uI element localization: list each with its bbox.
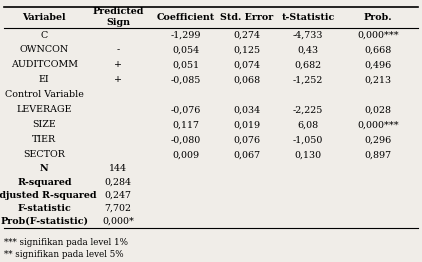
Text: 0,897: 0,897 [364, 150, 391, 160]
Text: R-squared: R-squared [17, 178, 72, 187]
Text: 0,213: 0,213 [364, 75, 391, 84]
Text: F-statistic: F-statistic [17, 204, 71, 213]
Text: 0,496: 0,496 [364, 61, 391, 69]
Text: AUDITCOMM: AUDITCOMM [11, 61, 78, 69]
Text: 7,702: 7,702 [105, 204, 132, 213]
Text: -0,076: -0,076 [170, 106, 201, 114]
Text: 0,000***: 0,000*** [357, 121, 398, 129]
Text: -: - [116, 46, 120, 54]
Text: 0,074: 0,074 [233, 61, 260, 69]
Text: 0,668: 0,668 [364, 46, 391, 54]
Text: TIER: TIER [32, 135, 57, 144]
Text: SIZE: SIZE [32, 121, 56, 129]
Text: 0,125: 0,125 [233, 46, 260, 54]
Text: 0,682: 0,682 [295, 61, 322, 69]
Text: Variabel: Variabel [22, 13, 66, 21]
Text: 0,068: 0,068 [233, 75, 260, 84]
Text: Prob.: Prob. [363, 13, 392, 21]
Text: Adjusted R-squared: Adjusted R-squared [0, 191, 97, 200]
Text: -2,225: -2,225 [293, 106, 323, 114]
Text: 0,034: 0,034 [233, 106, 260, 114]
Text: OWNCON: OWNCON [20, 46, 69, 54]
Text: 0,274: 0,274 [233, 30, 260, 40]
Text: +: + [114, 61, 122, 69]
Text: 0,284: 0,284 [105, 178, 132, 187]
Text: LEVERAGE: LEVERAGE [16, 106, 72, 114]
Text: 6,08: 6,08 [298, 121, 319, 129]
Text: 0,247: 0,247 [105, 191, 132, 200]
Text: 144: 144 [109, 165, 127, 173]
Text: 0,051: 0,051 [172, 61, 199, 69]
Text: t-Statistic: t-Statistic [281, 13, 335, 21]
Text: SECTOR: SECTOR [23, 150, 65, 160]
Text: Coefficient: Coefficient [157, 13, 215, 21]
Text: Predicted
Sign: Predicted Sign [92, 7, 144, 27]
Text: 0,067: 0,067 [233, 150, 260, 160]
Text: Prob(F-statistic): Prob(F-statistic) [0, 217, 88, 226]
Text: EI: EI [39, 75, 50, 84]
Text: +: + [114, 75, 122, 84]
Text: 0,000*: 0,000* [102, 217, 134, 226]
Text: -0,085: -0,085 [170, 75, 201, 84]
Text: 0,296: 0,296 [364, 135, 391, 144]
Text: C: C [41, 30, 48, 40]
Text: Std. Error: Std. Error [220, 13, 273, 21]
Text: N: N [40, 165, 49, 173]
Text: 0,028: 0,028 [364, 106, 391, 114]
Text: 0,076: 0,076 [233, 135, 260, 144]
Text: 0,130: 0,130 [295, 150, 322, 160]
Text: -1,252: -1,252 [293, 75, 323, 84]
Text: Control Variable: Control Variable [5, 90, 84, 100]
Text: -1,050: -1,050 [293, 135, 323, 144]
Text: 0,43: 0,43 [298, 46, 319, 54]
Text: 0,019: 0,019 [233, 121, 260, 129]
Text: -4,733: -4,733 [293, 30, 323, 40]
Text: -0,080: -0,080 [170, 135, 201, 144]
Text: 0,000***: 0,000*** [357, 30, 398, 40]
Text: 0,009: 0,009 [172, 150, 199, 160]
Text: 0,054: 0,054 [172, 46, 199, 54]
Text: *** signifikan pada level 1%: *** signifikan pada level 1% [4, 238, 128, 247]
Text: -1,299: -1,299 [170, 30, 201, 40]
Text: 0,117: 0,117 [172, 121, 199, 129]
Text: ** signifikan pada level 5%: ** signifikan pada level 5% [4, 250, 124, 259]
